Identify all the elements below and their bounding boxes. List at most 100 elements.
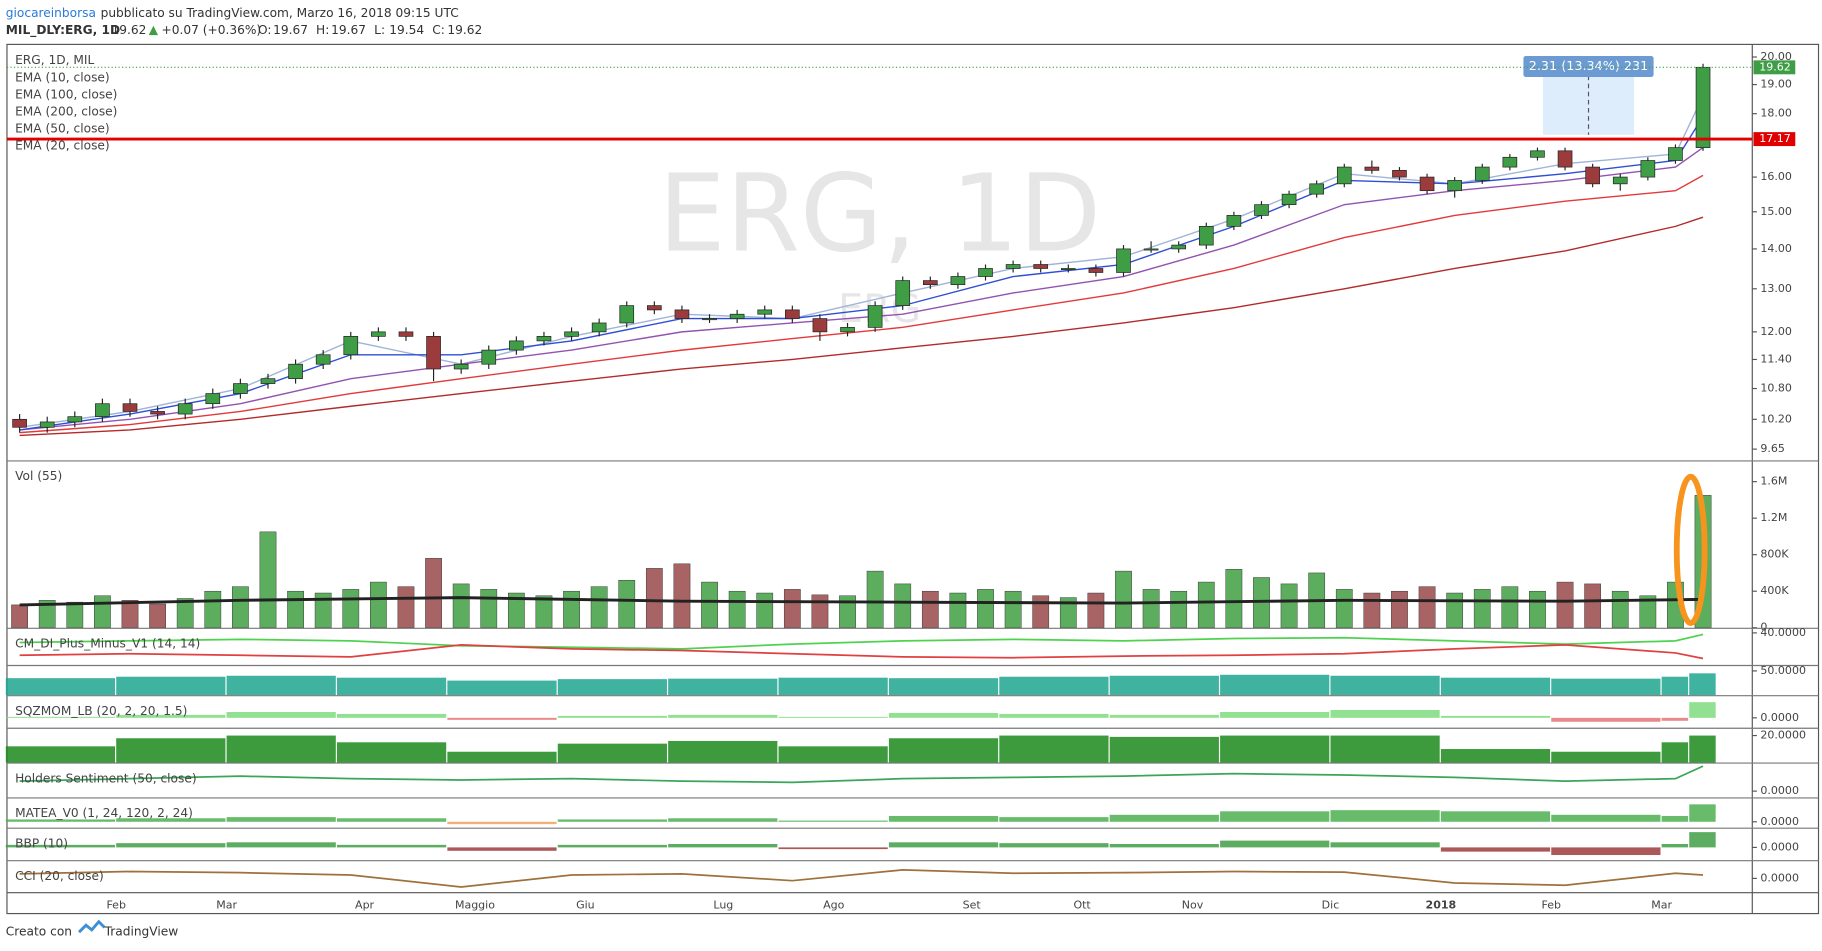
- indicator-bar: [888, 712, 999, 718]
- pane-title: CCI (20, close): [15, 869, 104, 883]
- candle-body: [895, 280, 911, 306]
- legend-entry: EMA (100, close): [15, 88, 117, 102]
- volume-bar: [121, 600, 139, 628]
- ohlc-label: C:: [432, 23, 445, 37]
- user-link[interactable]: giocareinborsa: [6, 6, 96, 20]
- indicator-bar: [1661, 844, 1689, 848]
- indicator-bar: [116, 843, 226, 848]
- candle-body: [1668, 147, 1683, 161]
- candle-body: [536, 336, 552, 342]
- y-tick-label: 11.40: [1760, 352, 1792, 365]
- series-line: [19, 596, 1704, 607]
- x-tick-label: Lug: [713, 898, 733, 911]
- y-tick-label: 400K: [1760, 584, 1789, 597]
- indicator-bar: [116, 818, 226, 822]
- y-tick-label: 10.80: [1760, 382, 1792, 395]
- legend-entry: EMA (50, close): [15, 121, 110, 135]
- y-tick-label: 0.0000: [1760, 840, 1799, 853]
- indicator-bar: [999, 676, 1109, 696]
- indicator-bar: [1551, 717, 1661, 722]
- x-tick-label: Giu: [576, 898, 595, 911]
- volume-bar: [397, 586, 415, 628]
- candle-body: [757, 309, 773, 315]
- y-tick-label: 14.00: [1760, 242, 1792, 255]
- volume-bar: [66, 601, 84, 628]
- candle-body: [205, 393, 221, 405]
- volume-bar: [1529, 590, 1546, 628]
- x-tick-label: Feb: [106, 898, 126, 911]
- candle-body: [1198, 225, 1214, 246]
- up-arrow: [148, 25, 159, 36]
- indicator-bar: [5, 746, 116, 763]
- candle-body: [260, 378, 276, 384]
- indicator-bar: [557, 844, 667, 848]
- watermark: ERG, 1D: [658, 152, 1101, 276]
- volume-bar: [1556, 581, 1574, 628]
- legend-entry: EMA (20, close): [15, 138, 110, 152]
- candle-body: [1364, 166, 1380, 171]
- indicator-bar: [1661, 742, 1689, 763]
- candle-body: [812, 318, 828, 333]
- pane-title: SQZMOM_LB (20, 2, 20, 1.5): [15, 704, 187, 718]
- indicator-bar: [668, 740, 778, 763]
- candle-body: [1585, 166, 1600, 185]
- indicator-bar: [1689, 735, 1716, 763]
- y-tick-label: 0.0000: [1760, 871, 1799, 884]
- volume-bar: [756, 592, 774, 628]
- pane-title: CM_DI_Plus_Minus_V1 (14, 14): [15, 636, 200, 650]
- y-tick-label: 1.6M: [1760, 475, 1787, 488]
- volume-bar: [921, 590, 939, 628]
- indicator-bar: [778, 677, 888, 696]
- candle-body: [1557, 150, 1573, 168]
- volume-bar: [673, 563, 691, 628]
- made-with: Creato con: [6, 925, 72, 939]
- candle-body: [177, 403, 193, 415]
- y-tick-label: 20.00: [1760, 50, 1792, 63]
- volume-bar: [342, 589, 360, 628]
- ohlc-label: H:: [316, 23, 329, 37]
- indicator-bar: [226, 817, 336, 822]
- candle-body: [619, 305, 635, 324]
- series-line: [19, 869, 1704, 888]
- pane-title: Holders Sentiment (50, close): [15, 771, 197, 785]
- indicator-bar: [668, 844, 778, 848]
- indicator-bar: [1330, 810, 1440, 822]
- candle-body: [233, 383, 248, 394]
- candle-body: [978, 268, 993, 277]
- y-tick-label: 18.00: [1760, 107, 1792, 120]
- candle-body: [1254, 204, 1269, 216]
- measure-label-bg: [1523, 56, 1654, 77]
- indicator-bar: [1689, 702, 1716, 718]
- indicator-bar: [336, 818, 447, 822]
- indicator-bar: [557, 819, 667, 822]
- symbol: MIL_DLY:ERG, 1D: [6, 23, 120, 38]
- candle-body: [67, 416, 83, 423]
- brand[interactable]: TradingView: [104, 925, 179, 939]
- volume-bar: [728, 590, 746, 628]
- frame: [6, 43, 1820, 915]
- volume-bar: [1391, 590, 1408, 628]
- volume-bar: [1335, 589, 1353, 628]
- y-tick-label: 10.20: [1760, 412, 1792, 425]
- volume-bar: [1142, 589, 1160, 628]
- indicator-bar: [1109, 844, 1219, 848]
- indicator-bar: [778, 716, 888, 718]
- candle-body: [398, 331, 414, 337]
- y-tick-label: 1.2M: [1760, 511, 1787, 524]
- candle-body: [785, 309, 800, 319]
- indicator-bar: [1661, 815, 1689, 822]
- candle-body: [702, 318, 717, 321]
- candle-body: [12, 418, 27, 428]
- series-line: [19, 633, 1704, 650]
- candle-body: [564, 331, 579, 337]
- volume-bar: [1087, 592, 1105, 628]
- candle-body: [426, 336, 441, 370]
- indicator-bar: [5, 844, 116, 848]
- indicator-bar: [1440, 749, 1551, 763]
- series-line: [19, 174, 1704, 434]
- legend-entry: EMA (10, close): [15, 71, 110, 85]
- indicator-bar: [1109, 714, 1219, 718]
- volume-bar: [1032, 595, 1050, 628]
- volume-bar: [535, 595, 553, 628]
